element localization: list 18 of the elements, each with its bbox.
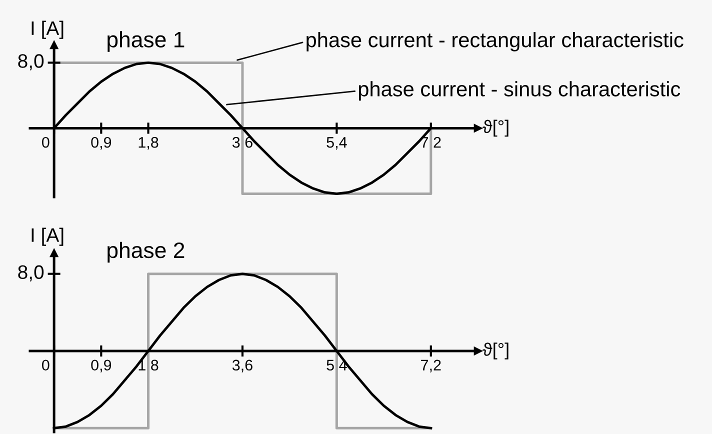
x-axis-title: ϑ[°] [482,120,508,137]
chart-title: phase 2 [108,242,184,263]
annotation: phase current - sinus characteristic [358,81,680,101]
annotation: 8,0 [18,265,44,282]
y-axis-title: I [A] [32,228,64,246]
x-tick-label: 0 [42,360,50,371]
x-tick-label: 0 [42,136,50,148]
x-tick-label: 7,2 [421,360,441,372]
y-axis-title: I [A] [32,20,64,39]
x-axis-title: ϑ[°] [482,342,508,360]
annotation: phase current - rectangular characteristic [306,32,684,52]
x-tick-label: 0,9 [91,360,112,372]
annotation: 8,0 [18,54,44,70]
x-tick-label: 5,4 [326,137,347,150]
x-tick-label: 3,6 [232,360,252,372]
x-tick-label: 1,8 [138,136,158,150]
chart-title: phase 1 [108,31,184,52]
x-tick-label: 0,9 [91,136,112,150]
